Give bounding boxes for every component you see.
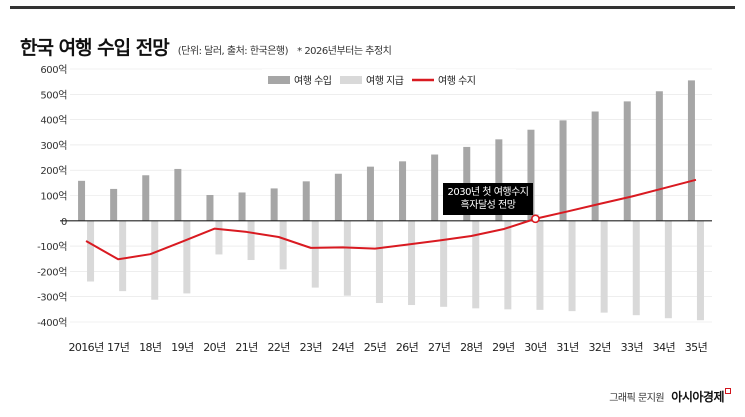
x-tick-label: 22년 — [267, 341, 289, 354]
income-bar — [623, 101, 631, 221]
expense-bar — [375, 220, 383, 304]
expense-bar — [87, 220, 95, 282]
x-tick-label: 23년 — [300, 341, 322, 354]
y-tick-label: 400억 — [40, 115, 67, 127]
income-bar — [431, 154, 439, 221]
annotation-marker — [531, 214, 540, 224]
expense-bar — [215, 220, 223, 255]
x-tick-label: 26년 — [396, 341, 418, 354]
brand-logo: 아시아경제 — [671, 390, 724, 404]
x-tick-label: 29년 — [492, 341, 514, 354]
chart-subtitle: (단위: 달러, 출처: 한국은행) — [177, 46, 289, 57]
income-bar — [78, 180, 86, 221]
expense-bar — [504, 220, 512, 310]
annotation-text: 흑자달성 전망 — [461, 198, 516, 211]
x-tick-label: 19년 — [171, 341, 193, 354]
graphic-credit: 그래픽 문지원 — [609, 393, 665, 404]
expense-bar — [151, 220, 159, 300]
expense-bar — [568, 220, 576, 312]
x-tick-label: 17년 — [107, 341, 129, 354]
x-tick-label: 20년 — [203, 341, 225, 354]
x-tick-label: 25년 — [364, 341, 386, 354]
y-tick-label: 600억 — [40, 64, 67, 76]
y-tick-label: 500억 — [40, 89, 67, 101]
title-row: 한국 여행 수입 전망 (단위: 달러, 출처: 한국은행) * 2026년부터… — [20, 33, 392, 60]
legend-income-label: 여행 수입 — [294, 74, 331, 87]
expense-bar — [536, 220, 544, 310]
expense-bar — [472, 220, 480, 309]
income-bar — [655, 91, 663, 221]
income-bar — [302, 181, 310, 221]
x-tick-label: 32년 — [588, 341, 610, 354]
x-tick-label: 21년 — [235, 341, 257, 354]
y-tick-label: 100억 — [40, 191, 67, 203]
expense-bar — [183, 220, 191, 294]
income-bar — [238, 192, 246, 221]
expense-bar — [664, 220, 672, 319]
income-bar — [334, 173, 342, 221]
income-bar — [399, 161, 407, 221]
x-tick-label: 35년 — [685, 341, 707, 354]
expense-bar — [343, 220, 351, 296]
legend-expense-swatch — [340, 76, 362, 84]
income-bar — [495, 139, 503, 221]
income-bar — [687, 80, 695, 221]
expense-bar — [696, 220, 704, 321]
y-tick-label: -400억 — [37, 317, 67, 329]
balance-line — [85, 178, 697, 261]
expense-bar — [408, 220, 416, 306]
income-bar — [174, 168, 182, 221]
expense-bar — [119, 220, 127, 292]
legend-income-swatch — [268, 76, 290, 84]
expense-bar — [279, 220, 287, 270]
credit: 그래픽 문지원 아시아경제 — [609, 388, 731, 405]
x-tick-label: 2016년 — [68, 341, 103, 354]
x-tick-label: 33년 — [621, 341, 643, 354]
x-tick-label: 18년 — [139, 341, 161, 354]
x-tick-label: 31년 — [556, 341, 578, 354]
y-tick-label: 200억 — [40, 165, 67, 177]
annotation-box — [443, 183, 533, 215]
x-tick-label: 34년 — [653, 341, 675, 354]
x-tick-label: 24년 — [332, 341, 354, 354]
income-bar — [591, 111, 599, 221]
y-tick-label: 300억 — [40, 140, 67, 152]
income-bar — [142, 175, 150, 221]
income-bar — [366, 166, 374, 221]
y-tick-label: -300억 — [37, 292, 67, 304]
chart-title: 한국 여행 수입 전망 — [20, 37, 170, 59]
income-bar — [270, 188, 278, 221]
y-tick-label: -100억 — [37, 241, 67, 253]
x-tick-label: 30년 — [524, 341, 546, 354]
legend-expense-label: 여행 지급 — [366, 75, 404, 87]
legend-background — [262, 69, 516, 91]
x-tick-label: 27년 — [428, 341, 450, 354]
expense-bar — [440, 220, 448, 307]
y-tick-label: -200억 — [37, 266, 67, 278]
income-bar — [559, 120, 567, 221]
income-bar — [206, 194, 214, 221]
expense-bar — [311, 220, 319, 288]
expense-bar — [632, 220, 640, 316]
top-rule — [10, 6, 735, 9]
y-tick-label: 0 — [61, 217, 67, 228]
income-bar — [527, 129, 535, 221]
income-bar — [110, 188, 118, 221]
annotation-text: 2030년 첫 여행수지 — [447, 186, 528, 198]
expense-bar — [600, 220, 608, 313]
estimate-note: * 2026년부터는 추정치 — [297, 46, 392, 57]
x-tick-label: 28년 — [460, 341, 482, 354]
legend-balance-label: 여행 수지 — [438, 75, 475, 87]
expense-bar — [247, 220, 255, 261]
brand-mark-icon — [725, 388, 731, 394]
